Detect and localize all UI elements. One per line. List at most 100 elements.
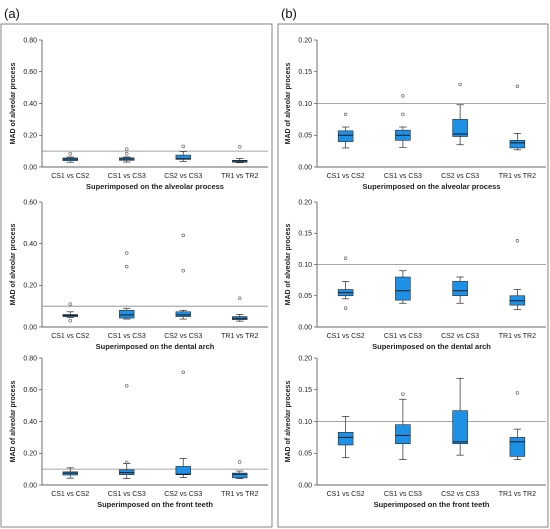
y-tick-label: 0.00 [23, 482, 37, 489]
outlier-point [68, 319, 72, 323]
y-axis-title: MAD of alveolar process [10, 63, 17, 145]
chart-a1: 0.00 0.20 0.40 0.60 0.80 MAD of alveolar proc… [10, 37, 268, 191]
x-tick-label: TR1 vs TR2 [221, 173, 258, 180]
x-tick-label: CS1 vs CS2 [51, 333, 89, 340]
panel-a-frame [0, 23, 273, 528]
y-tick-label: 0.20 [298, 355, 312, 362]
y-tick-label: 0.40 [23, 419, 37, 426]
x-axis-title: Superimposed on the dental arch [96, 342, 215, 351]
outlier-point [515, 84, 520, 89]
box [509, 437, 526, 457]
x-tick-label: CS2 vs CS3 [164, 333, 202, 340]
x-tick-label: CS1 vs CS2 [327, 333, 365, 340]
outlier-point [125, 264, 129, 269]
x-tick-label: CS1 vs CS3 [384, 173, 422, 180]
charts-layer: 0.00 0.20 0.40 0.60 0.80 MAD of alveolar proc… [10, 37, 546, 509]
outlier-point [343, 306, 348, 310]
y-tick-label: 0.60 [23, 387, 37, 394]
outlier-point [181, 269, 185, 273]
outlier-point [125, 460, 129, 464]
y-tick-label: 0.15 [298, 231, 312, 238]
y-tick-label: 0.05 [298, 133, 312, 140]
outlier-point [401, 112, 405, 116]
box [175, 466, 191, 475]
y-tick-label: 0.20 [298, 37, 312, 44]
box [175, 154, 191, 160]
x-tick-label: CS1 vs CS3 [384, 491, 422, 498]
y-tick-label: 0.00 [298, 164, 312, 171]
outlier-point [238, 145, 242, 149]
y-tick-label: 0.60 [23, 199, 37, 206]
outlier-point [181, 233, 185, 238]
outlier-point [458, 82, 462, 87]
y-axis-title: MAD of alveolar process [10, 224, 17, 306]
panel-b-frame [277, 23, 549, 528]
box [337, 431, 354, 446]
y-tick-label: 0.10 [298, 419, 312, 426]
y-tick-label: 0.05 [298, 451, 312, 458]
chart-b2: 0.00 0.05 0.10 0.15 0.20 MAD of alveolar proc… [285, 199, 546, 351]
outlier-point [401, 94, 405, 98]
y-axis-title: MAD of alveolar process [285, 224, 292, 306]
x-tick-label: CS1 vs CS2 [327, 491, 365, 498]
outlier-point [238, 460, 242, 464]
box [337, 130, 354, 142]
x-tick-label: CS2 vs CS3 [164, 173, 202, 180]
chart-b1: 0.00 0.05 0.10 0.15 0.20 MAD of alveolar proc… [285, 37, 546, 191]
outlier-point [515, 391, 520, 395]
y-tick-label: 0.20 [23, 133, 37, 140]
box [452, 119, 468, 137]
box [232, 472, 248, 479]
x-axis-title: Superimposed on the alveolar process [363, 182, 501, 191]
outlier-point [68, 152, 72, 156]
y-tick-label: 0.20 [23, 451, 37, 458]
box [395, 276, 411, 301]
chart-b3: 0.00 0.05 0.10 0.15 0.20 MAD of alveolar proc… [285, 355, 546, 509]
box [395, 424, 411, 445]
x-tick-label: TR1 vs TR2 [221, 491, 258, 498]
outlier-point [343, 112, 348, 116]
outlier-point [181, 370, 185, 374]
outlier-point [125, 152, 129, 156]
outlier-point [125, 384, 129, 388]
x-tick-label: CS1 vs CS3 [108, 491, 146, 498]
y-axis-title: MAD of alveolar process [285, 381, 292, 463]
x-tick-label: CS2 vs CS3 [441, 491, 479, 498]
x-tick-label: CS2 vs CS3 [441, 173, 479, 180]
y-tick-label: 0.20 [23, 283, 37, 290]
outlier-point [125, 147, 129, 151]
x-tick-label: CS2 vs CS3 [164, 491, 202, 498]
y-tick-label: 0.40 [23, 241, 37, 248]
outlier-point [401, 392, 405, 396]
outlier-point [238, 296, 242, 300]
y-tick-label: 0.80 [23, 37, 37, 44]
chart-a3: 0.00 0.20 0.40 0.60 0.80 MAD of alveolar proc… [10, 355, 268, 509]
x-tick-label: TR1 vs TR2 [499, 173, 536, 180]
box [119, 310, 135, 319]
x-axis-title: Superimposed on the dental arch [372, 342, 491, 351]
x-tick-label: CS1 vs CS2 [51, 491, 89, 498]
panel-label-a: (a) [4, 6, 20, 21]
y-tick-label: 0.05 [298, 293, 312, 300]
x-tick-label: CS1 vs CS3 [108, 333, 146, 340]
y-axis-title: MAD of alveolar process [10, 381, 17, 463]
outlier-point [68, 302, 72, 306]
x-tick-label: CS2 vs CS3 [441, 333, 479, 340]
x-tick-label: CS1 vs CS3 [384, 333, 422, 340]
x-tick-label: TR1 vs TR2 [499, 333, 536, 340]
y-tick-label: 0.00 [23, 164, 37, 171]
x-tick-label: TR1 vs TR2 [221, 333, 258, 340]
box [452, 281, 468, 297]
y-tick-label: 0.00 [298, 324, 312, 331]
y-tick-label: 0.10 [298, 101, 312, 108]
x-tick-label: CS1 vs CS2 [51, 173, 89, 180]
y-tick-label: 0.00 [298, 482, 312, 489]
outlier-point [515, 239, 520, 243]
box [452, 410, 468, 445]
y-axis-title: MAD of alveolar process [285, 63, 292, 145]
y-tick-label: 0.80 [23, 355, 37, 362]
box [509, 140, 526, 149]
y-tick-label: 0.20 [298, 199, 312, 206]
y-tick-label: 0.40 [23, 101, 37, 108]
